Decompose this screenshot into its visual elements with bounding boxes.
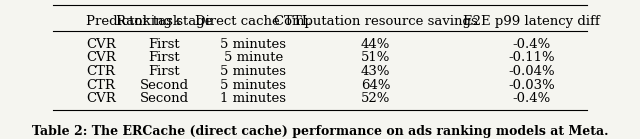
Text: -0.03%: -0.03%	[508, 79, 555, 92]
Text: CVR: CVR	[86, 51, 116, 64]
Text: First: First	[148, 51, 180, 64]
Text: 44%: 44%	[361, 38, 390, 51]
Text: -0.4%: -0.4%	[513, 92, 550, 105]
Text: CTR: CTR	[86, 65, 115, 78]
Text: First: First	[148, 38, 180, 51]
Text: CVR: CVR	[86, 38, 116, 51]
Text: 5 minutes: 5 minutes	[220, 38, 286, 51]
Text: -0.4%: -0.4%	[513, 38, 550, 51]
Text: First: First	[148, 65, 180, 78]
Text: Direct cache TTL: Direct cache TTL	[195, 15, 311, 28]
Text: 51%: 51%	[361, 51, 390, 64]
Text: 43%: 43%	[361, 65, 390, 78]
Text: 1 minutes: 1 minutes	[220, 92, 286, 105]
Text: -0.04%: -0.04%	[508, 65, 555, 78]
Text: 5 minutes: 5 minutes	[220, 65, 286, 78]
Text: CTR: CTR	[86, 79, 115, 92]
Text: 52%: 52%	[361, 92, 390, 105]
Text: Predictor task: Predictor task	[86, 15, 181, 28]
Text: E2E p99 latency diff: E2E p99 latency diff	[463, 15, 600, 28]
Text: Ranking stage: Ranking stage	[116, 15, 212, 28]
Text: 5 minutes: 5 minutes	[220, 79, 286, 92]
Text: Table 2: The ERCache (direct cache) performance on ads ranking models at Meta.: Table 2: The ERCache (direct cache) perf…	[32, 125, 608, 138]
Text: 5 minute: 5 minute	[223, 51, 283, 64]
Text: CVR: CVR	[86, 92, 116, 105]
Text: Second: Second	[140, 79, 189, 92]
Text: Second: Second	[140, 92, 189, 105]
Text: 64%: 64%	[361, 79, 390, 92]
Text: Computation resource savings: Computation resource savings	[274, 15, 477, 28]
Text: -0.11%: -0.11%	[508, 51, 555, 64]
